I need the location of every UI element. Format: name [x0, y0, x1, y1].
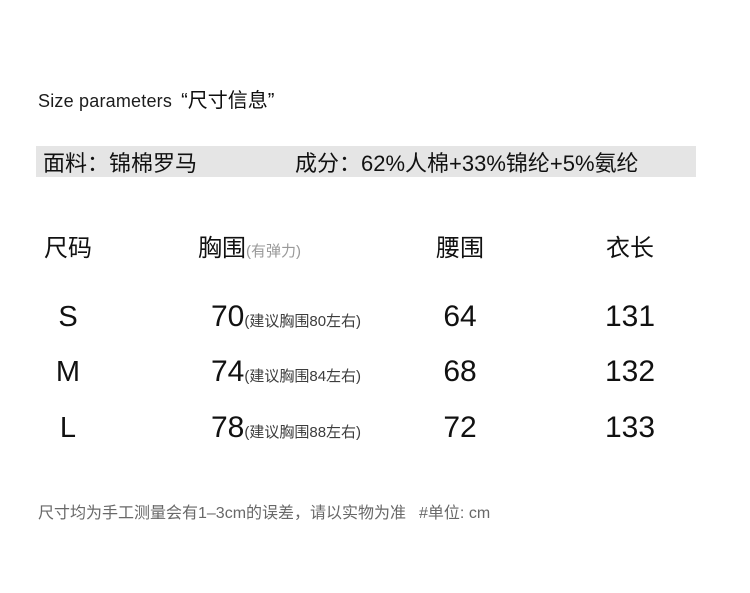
row-waist-value: 72 — [443, 411, 477, 444]
header-bust-label: 胸围 — [198, 235, 246, 262]
title-chinese: “尺寸信息” — [181, 90, 275, 112]
fabric-composition-label: 成分：62%人棉+33%锦纶+5%氨纶 — [295, 150, 639, 176]
row-bust-note: (建议胸围84左右) — [244, 368, 362, 385]
row-size-value: S — [58, 301, 78, 333]
row-length-value: 132 — [604, 355, 656, 388]
row-length-value: 133 — [604, 411, 656, 444]
row-bust-note: (建议胸围80左右) — [244, 313, 362, 330]
header-size: 尺码 — [44, 235, 92, 262]
table-row: M 74(建议胸围84左右) 68 132 — [0, 354, 750, 390]
title-english: Size parameters — [38, 91, 173, 111]
row-waist-value: 64 — [443, 300, 477, 333]
header-bust-subnote: (有弹力) — [246, 243, 301, 260]
header-bust: 胸围(有弹力) — [198, 234, 478, 267]
row-bust-cell: 70(建议胸围80左右) — [198, 299, 491, 340]
row-bust-note: (建议胸围88左右) — [244, 424, 362, 441]
header-length: 衣长 — [606, 235, 654, 262]
row-waist-value: 68 — [443, 355, 477, 388]
row-bust-cell: 78(建议胸围88左右) — [198, 410, 491, 451]
table-row: L 78(建议胸围88左右) 72 133 — [0, 410, 750, 446]
fabric-material-label: 面料：锦棉罗马 — [43, 150, 198, 176]
row-bust-value: 74 — [211, 355, 245, 388]
row-bust-cell: 74(建议胸围84左右) — [198, 354, 491, 395]
row-bust-value: 70 — [211, 300, 245, 333]
row-size-value: L — [59, 412, 77, 444]
table-row: S 70(建议胸围80左右) 64 131 — [0, 299, 750, 335]
measurement-disclaimer: 尺寸均为手工测量会有1–3cm的误差，请以实物为准 #单位: cm — [38, 504, 490, 524]
page-title: Size parameters “尺寸信息” — [38, 84, 274, 113]
disclaimer-text: 尺寸均为手工测量会有1–3cm的误差，请以实物为准 — [38, 505, 407, 522]
unit-label: #单位: cm — [419, 505, 491, 522]
header-waist: 腰围 — [436, 235, 484, 262]
row-size-value: M — [55, 356, 81, 388]
row-length-value: 131 — [604, 300, 656, 333]
row-bust-value: 78 — [211, 411, 245, 444]
size-table-header-row: 尺码 胸围(有弹力) 腰围 衣长 — [0, 234, 750, 264]
fabric-info-bar: 面料：锦棉罗马 成分：62%人棉+33%锦纶+5%氨纶 — [36, 146, 696, 177]
